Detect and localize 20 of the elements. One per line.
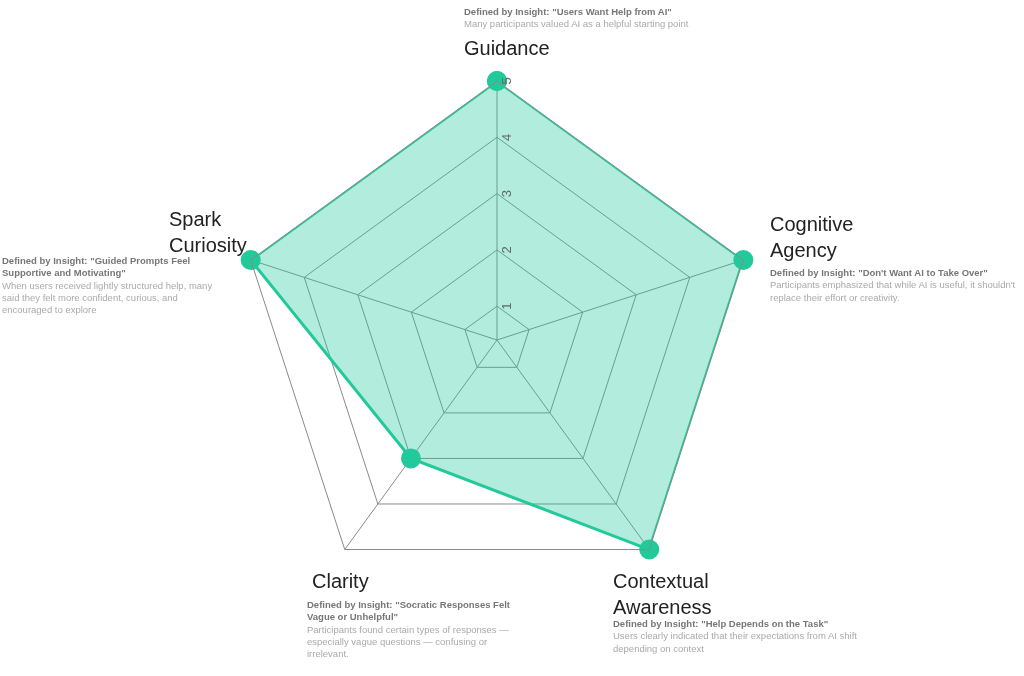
spoke-label: Contextual Awareness [613,570,712,618]
y-tick-label: 2 [498,246,514,254]
spoke-label: Cognitive Agency [770,213,854,261]
text: When users received lightly structured help, many said they felt more confident, curious, and encouraged to explore [2,279,213,316]
y-tick-label: 1 [498,302,514,310]
text: Defined by Insight: "Users Want Help from AI" [464,6,672,17]
text: Defined by Insight: "Help Depends on the Task" [613,618,829,629]
y-tick-label: 5 [498,77,514,85]
y-tick-label: 3 [498,189,514,198]
y-tick-label: 4 [498,133,514,141]
spoke-label: Clarity [312,570,369,592]
text: Participants emphasized that while AI is useful, it shouldn't replace their effort or creativity. [770,279,1016,303]
spoke-label: Guidance [464,37,550,59]
text: Defined by Insight: "Guided Prompts Feel Supportive and Motivating" [2,255,191,279]
text: Participants found certain types of responses — especially vague questions — confusing or irrelevant. [307,623,510,660]
spoke-label: Spark Curiosity [169,208,247,256]
text: Defined by Insight: "Socratic Responses Felt Vague or Unhelpful" [307,599,511,623]
text: Many participants valued AI as a helpful starting point [464,18,689,30]
text: Users clearly indicated that their expectations from AI shift depending on context [613,630,858,654]
text: Defined by Insight: "Don't Want AI to Take Over" [770,267,988,278]
